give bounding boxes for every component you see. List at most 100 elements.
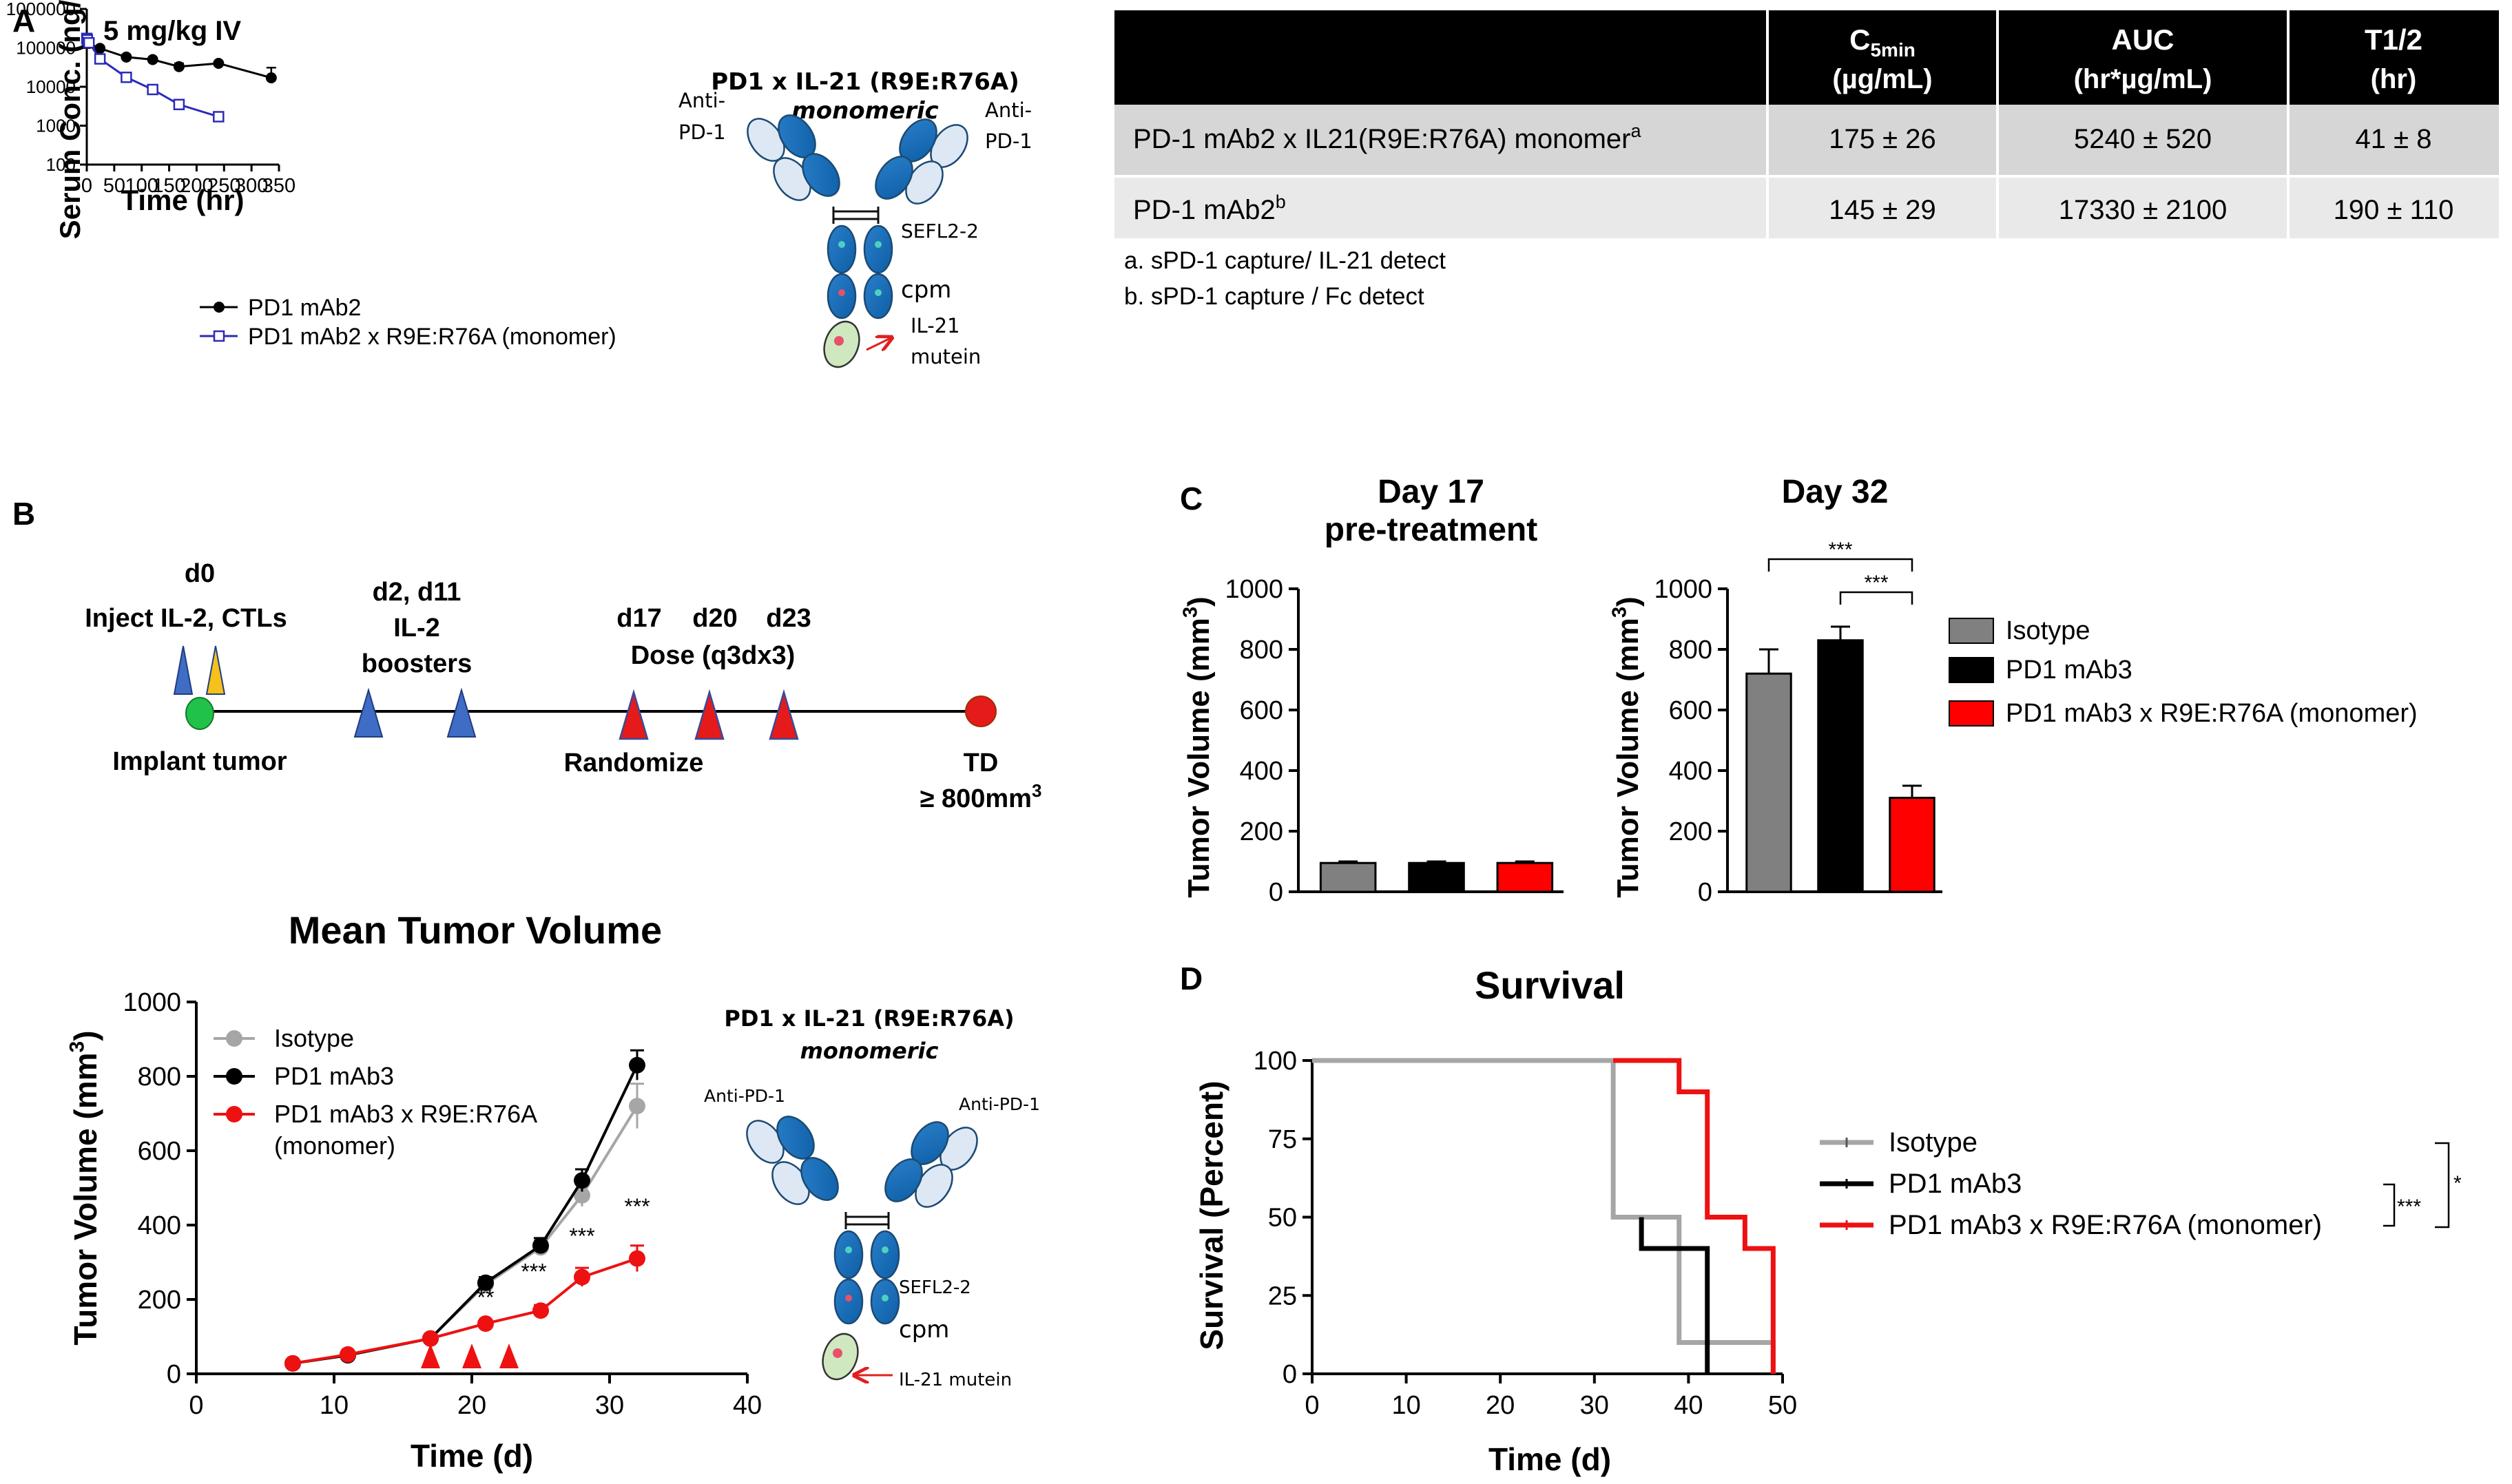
- table-row-1-t12: 41 ± 8: [2356, 124, 2432, 154]
- bar: [1319, 861, 1377, 893]
- legend-label: PD1 mAb2: [248, 295, 361, 321]
- y-tick-label: 600: [1240, 696, 1283, 725]
- timeline-d17: d17: [616, 604, 661, 633]
- legend-label: Isotype: [1889, 1127, 1978, 1158]
- td-endpoint-marker: [965, 696, 997, 727]
- y-axis-title-end: ): [1182, 596, 1216, 607]
- y-tick-label: 400: [138, 1211, 181, 1240]
- data-point: [147, 54, 158, 65]
- data-point: [629, 1056, 645, 1074]
- x-tick-label: 150: [152, 175, 185, 197]
- y-tick-label: 200: [138, 1286, 181, 1315]
- bar: [1408, 861, 1465, 893]
- y-axis-title: Survival (Percent): [1194, 1080, 1229, 1350]
- data-point: [284, 1355, 301, 1372]
- legend-label: PD1 mAb2 x R9E:R76A (monomer): [248, 324, 616, 350]
- data-point: [629, 1098, 645, 1115]
- legend-label: PD1 mAb3 x R9E:R76A (monomer): [2006, 699, 2418, 728]
- y-tick-label: 0: [1283, 1360, 1297, 1389]
- x-tick-label: 30: [1580, 1391, 1609, 1420]
- timeline-td: TD: [964, 749, 999, 777]
- table-row-1-c5min: 175 ± 26: [1829, 124, 1935, 154]
- timeline-dose: Dose (q3dx3): [631, 641, 796, 670]
- data-point: [477, 1274, 494, 1291]
- legend-swatch: [1949, 700, 1994, 727]
- panel-letter-d: D: [1180, 961, 1203, 996]
- anti-pd1-right-label-2: PD-1: [985, 129, 1032, 153]
- legend-label: Isotype: [274, 1024, 354, 1052]
- dose-d20: [694, 689, 725, 740]
- bar: [1496, 861, 1554, 893]
- data-point: [173, 98, 185, 111]
- timeline-d20: d20: [692, 604, 737, 633]
- x-tick-label: 350: [262, 175, 295, 197]
- significance-label: ***: [569, 1224, 594, 1248]
- x-tick-label: 20: [457, 1391, 486, 1420]
- anti-pd1-right-label: Anti-: [985, 98, 1032, 122]
- significance-label: ***: [521, 1259, 546, 1284]
- significance-label: ***: [624, 1194, 650, 1219]
- fc-domains-top: [823, 224, 893, 368]
- x-tick-label: 0: [1305, 1391, 1319, 1420]
- data-point: [629, 1250, 645, 1267]
- significance-bracket: [2383, 1183, 2396, 1227]
- data-point: [83, 36, 95, 49]
- chart-title: Mean Tumor Volume: [289, 908, 662, 952]
- dose-marker: [421, 1344, 440, 1368]
- y-tick-label: 100: [46, 154, 76, 175]
- timeline-td-value-text: ≥ 800mm: [920, 784, 1032, 813]
- hinge-bottom: [844, 1212, 890, 1229]
- panel-letter-a: A: [12, 3, 35, 39]
- bar: [1889, 797, 1935, 893]
- bar: [1745, 672, 1792, 893]
- data-point: [477, 1315, 494, 1333]
- y-tick-label: 1000: [123, 988, 181, 1017]
- chart-title: Survival: [1475, 963, 1625, 1007]
- survival-curve: [1639, 1217, 1710, 1374]
- sefl-label-bottom: SEFL2-2: [899, 1277, 971, 1298]
- diagram-subtitle: monomeric: [791, 97, 938, 125]
- x-axis-title: Time (d): [1488, 1441, 1611, 1477]
- x-tick-label: 0: [81, 175, 92, 197]
- table-row-1-sup: a: [1631, 121, 1642, 141]
- chart-title: Day 17: [1378, 474, 1484, 510]
- diagram-subtitle-b: monomeric: [800, 1038, 939, 1064]
- chart-title: Day 32: [1782, 474, 1889, 510]
- x-tick-label: 200: [180, 175, 213, 197]
- y-tick-label: 50: [1268, 1204, 1297, 1233]
- diagram-title-b: PD1 x IL-21 (R9E:R76A): [724, 1005, 1014, 1032]
- fc-dots-top: [834, 241, 882, 346]
- y-axis-title-sup: 3: [1608, 607, 1630, 618]
- timeline-d23: d23: [766, 604, 811, 633]
- y-tick-label: 1000: [36, 116, 76, 136]
- antibody-diagram-bottom: PD1 x IL-21 (R9E:R76A) monomeric Anti-PD…: [704, 1005, 1040, 1390]
- table-header-auc: AUC: [2112, 23, 2174, 56]
- inject-ctl-triangle: [205, 645, 226, 695]
- table-header-c5min-unit: (µg/mL): [1832, 64, 1932, 94]
- y-tick-label: 75: [1268, 1125, 1297, 1154]
- table-row-2-c5min: 145 ± 29: [1829, 195, 1935, 225]
- table-row-1-name: PD-1 mAb2 x IL21(R9E:R76A) monomera: [1133, 121, 1642, 154]
- survival-curve: [1613, 1058, 1776, 1374]
- data-point: [94, 43, 106, 54]
- y-axis-title-main: Tumor Volume (mm: [1182, 618, 1216, 898]
- timeline-il2: IL-2: [393, 614, 440, 642]
- data-point: [265, 72, 277, 83]
- significance-label: *: [2453, 1172, 2462, 1195]
- table-header-auc-unit: (hr*µg/mL): [2074, 64, 2212, 94]
- data-point: [340, 1346, 356, 1363]
- data-point: [532, 1237, 549, 1254]
- fab-arms-bottom: [746, 1116, 978, 1208]
- y-tick-label: 0: [167, 1360, 181, 1389]
- antibody-diagram-top: PD1 x IL-21 (R9E:R76A) monomeric Anti- P…: [678, 68, 1032, 368]
- table-row-2-name-text: PD-1 mAb2: [1133, 195, 1276, 225]
- y-tick-label: 0: [1269, 878, 1283, 907]
- legend-label: PD1 mAb3: [1889, 1169, 2022, 1199]
- legend-label: PD1 mAb3 x R9E:R76A: [274, 1100, 537, 1128]
- y-tick-label: 800: [1240, 636, 1283, 665]
- legend-marker: [213, 330, 225, 342]
- table-row-2-name: PD-1 mAb2b: [1133, 191, 1286, 225]
- significance-label: **: [477, 1285, 495, 1310]
- survival-chart: 0 25 50 75 100 0 10 20 30 40 50 Survival Time (d) Sur…: [1194, 963, 2462, 1477]
- il21-label-top: IL-21: [911, 314, 960, 337]
